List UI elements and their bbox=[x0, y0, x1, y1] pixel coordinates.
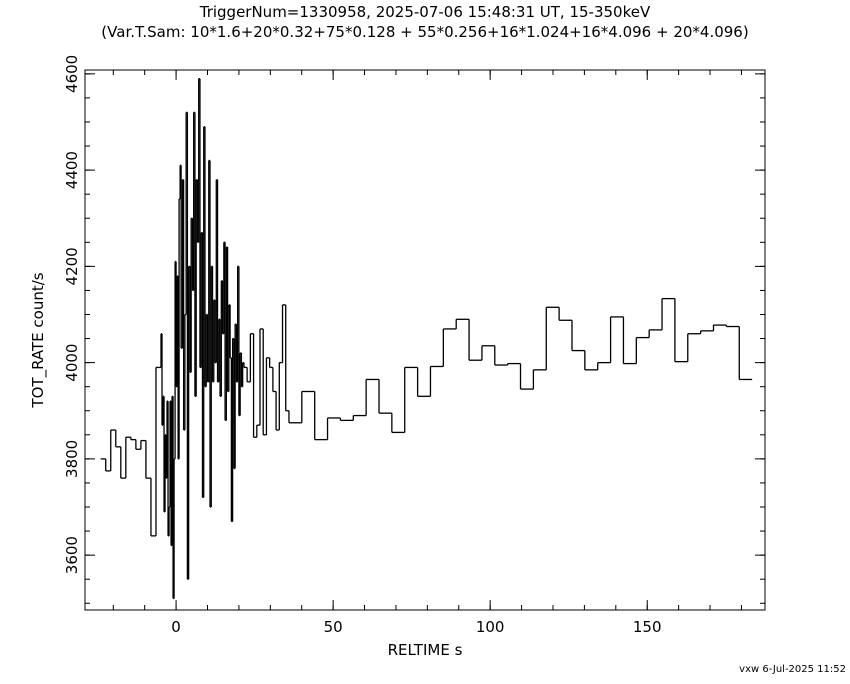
plot-frame bbox=[84, 69, 766, 611]
y-tick-label: 4200 bbox=[63, 247, 81, 285]
footer: vxw 6-Jul-2025 11:52 bbox=[739, 664, 846, 675]
x-tick-label: 0 bbox=[171, 618, 181, 636]
y-tick-label: 4000 bbox=[63, 344, 81, 382]
x-tick-label: 50 bbox=[324, 618, 343, 636]
y-tick-label: 4400 bbox=[63, 151, 81, 189]
chart-title: TriggerNum=1330958, 2025-07-06 15:48:31 … bbox=[199, 3, 651, 21]
y-tick-label: 4600 bbox=[63, 55, 81, 93]
x-axis-label: RELTIME s bbox=[388, 641, 463, 659]
y-axis-label: TOT_RATE count/s bbox=[29, 272, 48, 408]
y-tick-label: 3600 bbox=[63, 536, 81, 574]
y-tick-label: 3800 bbox=[63, 440, 81, 478]
x-tick-label: 150 bbox=[633, 618, 662, 636]
chart-subtitle: (Var.T.Sam: 10*1.6+20*0.32+75*0.128 + 55… bbox=[101, 23, 748, 41]
x-tick-label: 100 bbox=[476, 618, 505, 636]
